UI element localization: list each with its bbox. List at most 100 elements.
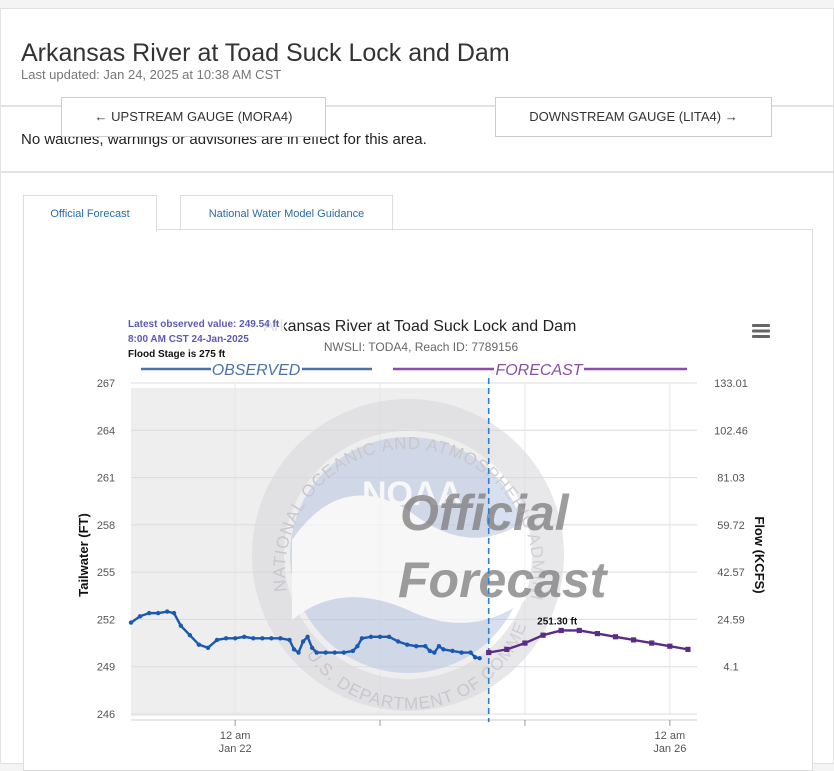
observed-point (296, 650, 301, 655)
tab-national-water-model[interactable]: National Water Model Guidance (180, 195, 393, 230)
observed-point (477, 656, 482, 661)
y-tick-label: 261 (97, 473, 115, 485)
observed-point (128, 620, 134, 625)
watermark-forecast-text: Forecast (398, 552, 609, 608)
observed-point (214, 637, 220, 643)
y2-tick-label: 42.57 (717, 567, 745, 579)
noaa-logo-ring (252, 399, 564, 711)
observed-point (278, 636, 283, 641)
forecast-point (522, 640, 528, 646)
observed-point (436, 644, 442, 649)
observed-point (341, 650, 347, 655)
observed-point (368, 634, 374, 639)
chart-title: Arkansas River at Toad Suck Lock and Dam (264, 318, 577, 335)
observed-point (287, 637, 292, 643)
y-axis-left: 246 249 252 255 258 261 264 267 (97, 378, 115, 721)
y-axis-right: 4.1 24.59 42.57 59.72 81.03 102.46 133.01 (714, 378, 748, 674)
y-tick-label: 258 (97, 520, 115, 532)
y2-tick-label: 24.59 (717, 614, 745, 626)
info-box-bg (124, 315, 284, 361)
observed-point (165, 609, 170, 614)
observed-point (432, 650, 437, 655)
forecast-point (558, 627, 564, 634)
x-tick-label-time: 12 am (655, 730, 686, 742)
crest-label: 251.30 ft (537, 616, 578, 627)
observed-point (459, 650, 464, 655)
arrow-right-icon: → (724, 109, 738, 124)
observed-point (359, 636, 365, 641)
observed-point (171, 610, 177, 616)
forecast-point (612, 634, 619, 640)
observed-point (377, 634, 383, 639)
observed-point (441, 647, 446, 652)
x-tick-label-date: Jan 22 (219, 743, 252, 755)
y-axis-title-left: Tailwater (FT) (76, 513, 91, 597)
arrow-left-icon: ← (94, 109, 108, 124)
upstream-gauge-button[interactable]: ← UPSTREAM GAUGE (MORA4) (61, 97, 326, 137)
y-tick-label: 252 (97, 614, 115, 626)
header-card: Arkansas River at Toad Suck Lock and Dam… (0, 8, 834, 106)
observed-point (468, 650, 473, 655)
downstream-gauge-label: DOWNSTREAM GAUGE (LITA4) (529, 109, 722, 124)
observed-point (178, 623, 184, 628)
observed-point (232, 636, 238, 641)
y2-tick-label: 59.72 (717, 520, 745, 532)
observed-point (223, 636, 229, 641)
observed-point (187, 632, 193, 638)
observed-point (405, 642, 410, 647)
y-tick-label: 255 (97, 567, 115, 579)
observed-point (386, 634, 392, 639)
noaa-logo-text: NOAA (362, 475, 462, 513)
forecast-point (594, 631, 600, 637)
observed-point (242, 634, 247, 639)
observed-point (427, 648, 433, 654)
observed-point (314, 650, 319, 655)
page-title: Arkansas River at Toad Suck Lock and Dam (21, 39, 510, 67)
observed-point (305, 634, 310, 639)
observed-point (137, 614, 143, 619)
y2-tick-label: 4.1 (723, 662, 738, 674)
x-tick-label-time: 12 am (220, 730, 251, 742)
forecast-point (504, 646, 510, 652)
observed-point (291, 647, 297, 652)
observed-point (205, 645, 211, 650)
forecast-point (649, 640, 655, 646)
y-tick-label: 249 (97, 662, 115, 674)
observed-point (450, 648, 455, 654)
observed-point (155, 610, 161, 616)
y-tick-label: 267 (97, 378, 115, 390)
flood-stage-text: Flood Stage is 275 ft (128, 349, 226, 360)
observed-point (414, 644, 419, 649)
downstream-gauge-button[interactable]: DOWNSTREAM GAUGE (LITA4) → (495, 97, 772, 137)
y-axis-title-right: Flow (KCFS) (752, 516, 767, 593)
observed-point (423, 644, 428, 649)
observed-point (269, 636, 274, 641)
last-updated: Last updated: Jan 24, 2025 at 10:38 AM C… (21, 67, 282, 82)
chart-menu-icon[interactable] (752, 324, 770, 338)
forecast-point (631, 637, 637, 643)
y2-tick-label: 102.46 (714, 425, 748, 437)
observed-point (251, 636, 256, 641)
y-tick-label: 246 (97, 709, 115, 721)
forecast-point (576, 627, 582, 634)
observed-point (395, 639, 401, 644)
y2-tick-label: 81.03 (717, 473, 745, 485)
observed-point (355, 644, 360, 649)
series-group (128, 609, 691, 661)
observed-point (146, 610, 152, 616)
latest-observed-value: Latest observed value: 249.54 ft (128, 319, 280, 330)
y2-tick-label: 133.01 (714, 378, 748, 390)
watermark-official-text: Official (400, 485, 570, 541)
upstream-gauge-label: UPSTREAM GAUGE (MORA4) (111, 109, 293, 124)
observed-point (260, 636, 265, 641)
y-tick-label: 264 (97, 425, 115, 437)
x-tick-label-date: Jan 26 (653, 743, 686, 755)
observed-point (309, 645, 315, 650)
forecast-point (540, 632, 546, 638)
observed-point (300, 639, 306, 644)
observed-label: OBSERVED (212, 362, 301, 379)
latest-observed-time: 8:00 AM CST 24-Jan-2025 (128, 334, 249, 345)
tab-official-forecast[interactable]: Official Forecast (23, 195, 157, 232)
